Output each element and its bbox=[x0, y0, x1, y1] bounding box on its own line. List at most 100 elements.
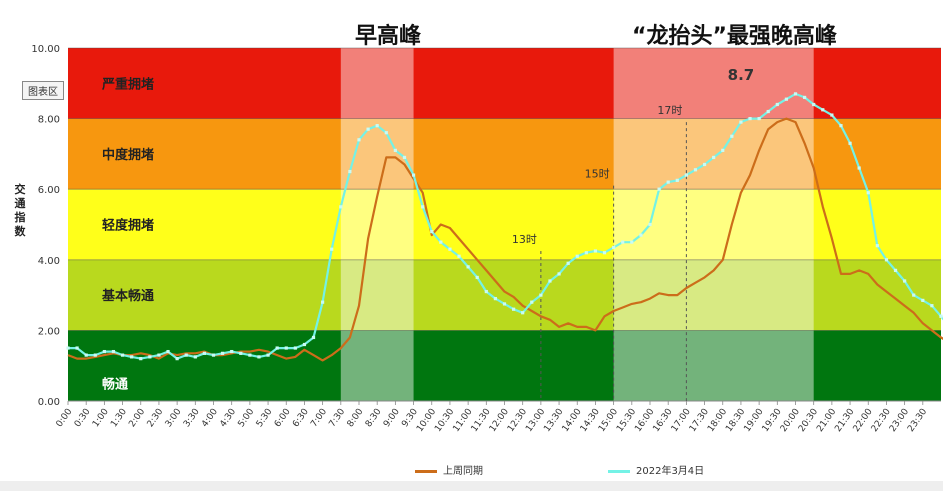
series-point-1-43 bbox=[457, 254, 461, 258]
series-point-1-0 bbox=[66, 346, 70, 350]
x-tick-label-16: 8:00 bbox=[346, 407, 366, 430]
series-point-1-89 bbox=[875, 244, 879, 248]
series-point-1-48 bbox=[502, 302, 507, 306]
y-tick-label-4: 8.00 bbox=[38, 115, 60, 126]
series-point-1-83 bbox=[821, 108, 825, 112]
series-point-1-39 bbox=[421, 205, 425, 209]
series-point-1-12 bbox=[175, 357, 179, 361]
series-point-1-26 bbox=[302, 342, 307, 347]
series-point-1-17 bbox=[220, 351, 225, 355]
series-point-1-37 bbox=[402, 155, 407, 160]
highlight-range-1 bbox=[613, 48, 814, 401]
y-tick-label-5: 10.00 bbox=[31, 44, 60, 55]
series-point-1-77 bbox=[766, 109, 770, 114]
series-point-1-65 bbox=[657, 187, 661, 191]
series-point-1-78 bbox=[775, 102, 779, 107]
y-tick-label-3: 6.00 bbox=[38, 185, 60, 196]
legend-item-last-week: 上周同期 bbox=[415, 462, 483, 477]
series-point-1-15 bbox=[202, 351, 207, 355]
series-point-1-45 bbox=[475, 275, 479, 280]
series-point-1-67 bbox=[675, 178, 679, 182]
series-point-1-61 bbox=[621, 240, 625, 244]
series-point-1-73 bbox=[730, 134, 734, 138]
series-point-1-33 bbox=[366, 127, 370, 131]
legend-label-today: 2022年3月4日 bbox=[636, 466, 705, 477]
x-tick-label-0: 0:00 bbox=[55, 407, 75, 430]
series-point-1-14 bbox=[193, 355, 197, 359]
series-point-1-42 bbox=[448, 247, 452, 251]
series-point-1-46 bbox=[484, 289, 488, 294]
x-tick-label-18: 9:00 bbox=[382, 407, 402, 430]
series-point-1-88 bbox=[866, 191, 870, 195]
band-2 bbox=[68, 189, 941, 260]
series-point-1-19 bbox=[239, 351, 243, 355]
series-point-1-41 bbox=[439, 240, 443, 244]
point-annotation-3: 8.7 bbox=[728, 66, 755, 84]
series-point-1-93 bbox=[912, 293, 916, 297]
x-tick-label-14: 7:00 bbox=[309, 407, 329, 430]
series-point-1-5 bbox=[111, 349, 116, 354]
series-point-1-27 bbox=[311, 335, 316, 340]
legend-item-today: 2022年3月4日 bbox=[608, 462, 704, 477]
series-point-1-79 bbox=[784, 97, 789, 101]
series-point-1-60 bbox=[612, 245, 616, 250]
series-point-1-70 bbox=[702, 162, 707, 167]
series-point-1-53 bbox=[548, 279, 552, 283]
x-tick-label-7: 3:30 bbox=[182, 407, 202, 430]
series-point-1-36 bbox=[393, 148, 397, 152]
x-tick-label-5: 2:30 bbox=[146, 407, 166, 430]
series-point-1-10 bbox=[157, 353, 161, 357]
series-point-1-9 bbox=[148, 355, 152, 359]
band-label-4: 严重拥堵 bbox=[101, 76, 154, 92]
series-point-1-7 bbox=[130, 355, 134, 359]
chart-area-tag[interactable]: 图表区 bbox=[22, 81, 64, 100]
series-point-1-40 bbox=[430, 229, 434, 234]
x-tick-label-10: 5:00 bbox=[237, 407, 257, 430]
point-annotation-0: 13时 bbox=[512, 233, 537, 246]
x-tick-label-47: 23:30 bbox=[906, 407, 929, 434]
series-point-1-55 bbox=[566, 261, 570, 265]
legend-swatch-last-week bbox=[415, 469, 437, 473]
series-point-1-91 bbox=[893, 268, 898, 272]
x-tick-label-4: 2:00 bbox=[127, 407, 147, 430]
series-point-1-24 bbox=[284, 346, 288, 350]
x-tick-label-12: 6:00 bbox=[273, 407, 293, 430]
series-point-1-22 bbox=[266, 353, 270, 357]
series-point-1-16 bbox=[211, 353, 216, 357]
series-point-1-49 bbox=[511, 307, 516, 311]
series-point-1-6 bbox=[120, 353, 125, 357]
band-3 bbox=[68, 118, 941, 190]
series-point-1-85 bbox=[839, 124, 843, 128]
series-point-1-18 bbox=[230, 349, 234, 354]
y-tick-label-0: 0.00 bbox=[38, 397, 60, 408]
series-point-1-38 bbox=[411, 173, 416, 177]
series-point-1-57 bbox=[584, 251, 588, 255]
series-point-1-21 bbox=[257, 355, 261, 359]
series-point-1-29 bbox=[330, 247, 334, 251]
x-tick-label-17: 8:30 bbox=[364, 407, 384, 430]
y-tick-label-2: 4.00 bbox=[38, 256, 60, 267]
series-point-1-69 bbox=[693, 168, 698, 172]
series-point-1-1 bbox=[75, 346, 79, 350]
series-point-1-96 bbox=[939, 314, 943, 318]
bottom-strip bbox=[0, 481, 943, 491]
legend-label-last-week: 上周同期 bbox=[443, 466, 483, 477]
series-point-1-56 bbox=[575, 254, 579, 258]
series-point-1-86 bbox=[848, 141, 852, 145]
series-point-1-34 bbox=[375, 124, 379, 128]
series-point-1-32 bbox=[357, 138, 361, 142]
series-point-1-71 bbox=[712, 155, 716, 160]
series-point-1-44 bbox=[466, 265, 470, 269]
series-point-1-95 bbox=[930, 304, 934, 308]
morning-peak-label: 早高峰 bbox=[355, 24, 422, 49]
series-point-1-63 bbox=[639, 233, 643, 237]
series-point-1-59 bbox=[602, 251, 607, 255]
series-point-1-54 bbox=[557, 272, 561, 276]
series-point-1-47 bbox=[493, 297, 498, 301]
series-point-1-75 bbox=[748, 117, 752, 121]
series-point-1-66 bbox=[666, 180, 670, 184]
series-point-1-20 bbox=[248, 353, 252, 357]
series-point-1-23 bbox=[275, 346, 279, 350]
band-0 bbox=[68, 330, 941, 401]
series-point-1-62 bbox=[630, 240, 634, 244]
